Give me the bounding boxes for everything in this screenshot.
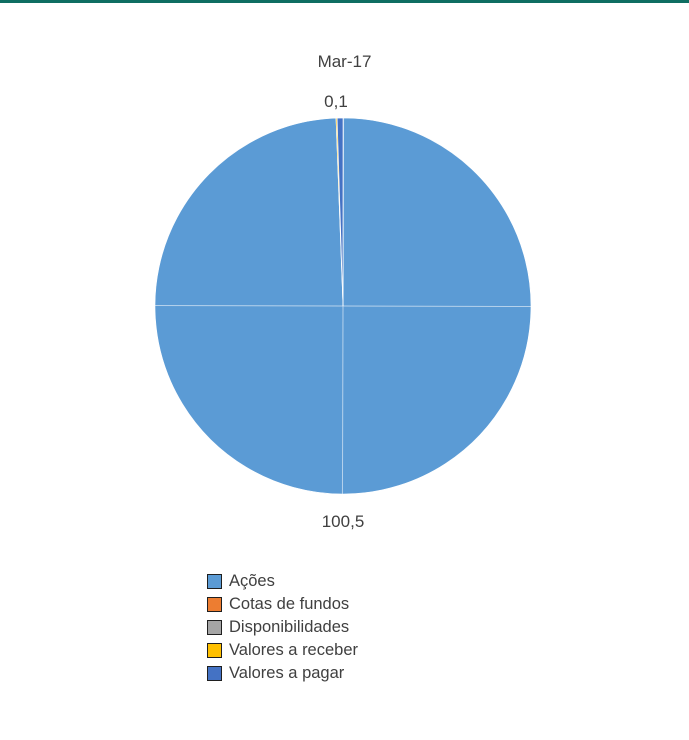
pie-gridline	[342, 305, 532, 308]
pie-data-label: 100,5	[321, 512, 365, 531]
pie-gridline	[154, 304, 344, 307]
pie-gridline	[341, 305, 344, 495]
top-rule	[0, 0, 689, 3]
legend-label: Disponibilidades	[229, 618, 350, 636]
legend-swatch	[207, 597, 222, 612]
legend-label: Cotas de fundos	[229, 595, 350, 613]
legend-swatch	[207, 574, 222, 589]
chart-legend: Ações Cotas de fundos Disponibilidades Valo…	[207, 570, 358, 685]
legend-label: Valores a receber	[229, 641, 359, 659]
pie-slice	[336, 117, 344, 307]
legend-item: Valores a pagar	[207, 662, 358, 685]
chart-title: Mar-17	[317, 52, 372, 71]
pie-data-label: 0,1	[324, 92, 348, 112]
pie-gridline	[342, 117, 345, 307]
legend-swatch	[207, 643, 222, 658]
legend-item: Disponibilidades	[207, 616, 358, 639]
legend-item: Ações	[207, 570, 358, 593]
legend-label: Ações	[229, 572, 275, 590]
legend-item: Valores a receber	[207, 639, 358, 662]
legend-label: Valores a pagar	[229, 664, 345, 682]
legend-swatch	[207, 666, 222, 681]
legend-item: Cotas de fundos	[207, 593, 358, 616]
legend-swatch	[207, 620, 222, 635]
